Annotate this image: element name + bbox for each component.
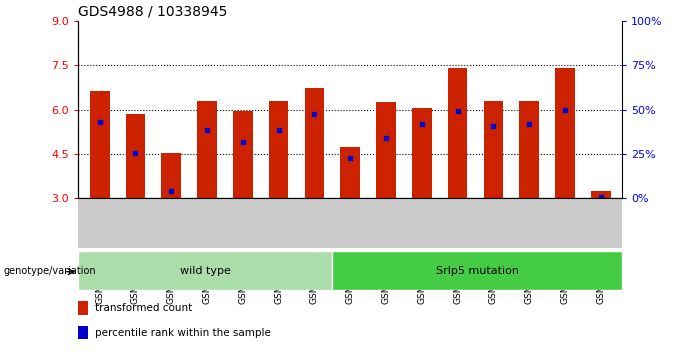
FancyBboxPatch shape <box>78 251 332 290</box>
Bar <box>483 101 503 198</box>
Bar <box>520 101 539 198</box>
Bar <box>555 68 575 198</box>
Bar <box>161 153 181 198</box>
Text: percentile rank within the sample: percentile rank within the sample <box>95 327 271 338</box>
Bar <box>78 301 88 315</box>
Bar <box>591 191 611 198</box>
FancyBboxPatch shape <box>332 251 622 290</box>
Bar <box>78 326 88 339</box>
Text: genotype/variation: genotype/variation <box>3 266 96 276</box>
Bar <box>341 147 360 198</box>
Bar <box>305 88 324 198</box>
Bar <box>447 68 467 198</box>
Text: GDS4988 / 10338945: GDS4988 / 10338945 <box>78 5 228 19</box>
Bar <box>90 91 109 198</box>
Text: transformed count: transformed count <box>95 303 192 313</box>
Bar <box>126 114 146 198</box>
Bar <box>376 102 396 198</box>
Text: wild type: wild type <box>180 266 231 276</box>
Bar <box>412 108 432 198</box>
Bar <box>197 101 217 198</box>
Bar <box>269 101 288 198</box>
Text: Srlp5 mutation: Srlp5 mutation <box>436 266 519 276</box>
Bar <box>233 111 253 198</box>
